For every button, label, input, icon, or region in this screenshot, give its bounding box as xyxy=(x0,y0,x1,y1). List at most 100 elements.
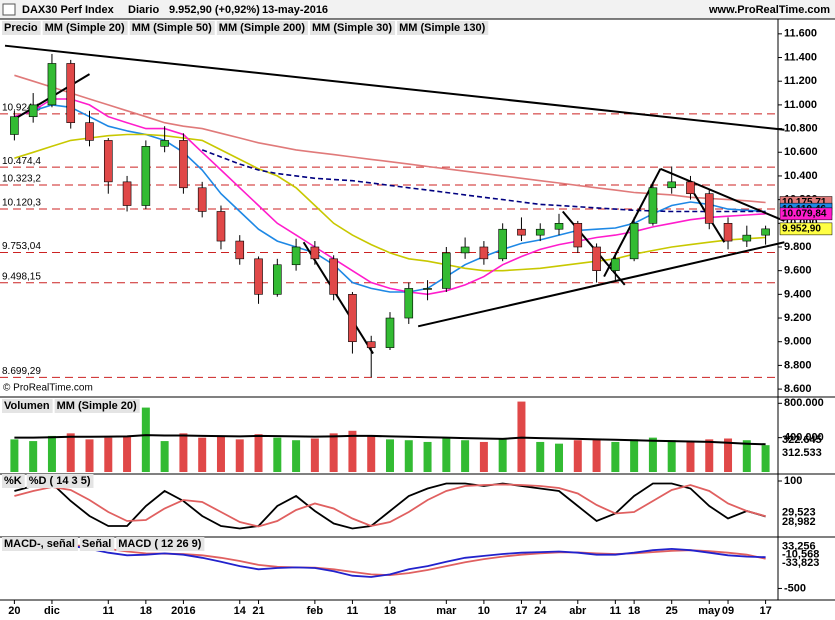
level-label: 10.323,2 xyxy=(2,174,41,185)
legend-label: MACD ( 12 26 9) xyxy=(118,538,201,550)
level-label: 9.753,04 xyxy=(2,241,41,252)
candle-body xyxy=(310,246,320,260)
x-tick-label: 18 xyxy=(140,605,152,617)
x-tick-label: 18 xyxy=(628,605,640,617)
value-label: 33,256 xyxy=(782,540,816,552)
x-tick-label: 24 xyxy=(534,605,547,617)
candle-body xyxy=(160,140,169,147)
copyright: © ProRealTime.com xyxy=(3,383,93,394)
y-tick-label: 400.000 xyxy=(784,432,824,444)
y-tick-label: 9.600 xyxy=(784,265,812,277)
candle-body xyxy=(197,187,207,212)
x-tick-label: 09 xyxy=(722,605,734,617)
volume-bar xyxy=(592,438,601,472)
volume-bar xyxy=(667,440,676,472)
y-tick-label: 100 xyxy=(784,475,802,487)
volume-bar xyxy=(141,407,150,472)
legend-box xyxy=(216,21,308,35)
volume-bar xyxy=(367,435,376,472)
x-tick-label: dic xyxy=(44,605,60,617)
legend-box xyxy=(2,399,53,413)
candle-body xyxy=(629,223,639,260)
volume-bar xyxy=(10,439,19,472)
volume-bar xyxy=(85,439,94,472)
value-label: 28,982 xyxy=(782,516,816,528)
value-label: 312.533 xyxy=(782,447,822,459)
x-tick-label: 21 xyxy=(252,605,264,617)
legend-box xyxy=(42,21,128,35)
volume-bar xyxy=(104,437,113,472)
line-series xyxy=(14,542,766,578)
candle-body xyxy=(254,258,263,295)
x-tick-label: abr xyxy=(569,605,587,617)
legend-box xyxy=(2,474,25,488)
candle-body xyxy=(141,146,151,206)
candle-body xyxy=(704,193,714,224)
volume-bar xyxy=(385,439,394,472)
y-tick-label: 9.200 xyxy=(784,312,812,324)
candle-body xyxy=(479,246,489,260)
candle-body xyxy=(667,181,676,189)
volume-bar xyxy=(611,441,620,472)
legend-label: %D ( 14 3 5) xyxy=(29,475,91,487)
x-tick-label: feb xyxy=(307,605,324,617)
legend-box xyxy=(397,21,489,35)
trendline xyxy=(660,167,785,222)
line-series xyxy=(14,104,766,293)
y-tick-label: 10.800 xyxy=(784,122,818,134)
x-tick-label: 11 xyxy=(610,605,622,617)
candle-body xyxy=(442,252,451,289)
candle-body xyxy=(122,181,132,206)
legend-box xyxy=(116,537,205,551)
y-tick-label: -500 xyxy=(784,582,806,594)
y-tick-label: 8.800 xyxy=(784,359,812,371)
x-tick-label: 11 xyxy=(347,605,359,617)
candle-body xyxy=(179,140,188,189)
candle-body xyxy=(460,246,470,254)
y-tick-label: 9.400 xyxy=(784,288,812,300)
legend-label: MM (Simple 200) xyxy=(219,22,306,34)
volume-bar xyxy=(648,437,657,472)
volume-bar xyxy=(423,441,432,472)
legend-box xyxy=(2,21,41,35)
candle-body xyxy=(648,187,658,224)
volume-bar xyxy=(348,430,357,472)
y-tick-label: 9.800 xyxy=(784,241,812,253)
volume-bar xyxy=(66,433,75,472)
x-tick-label: 18 xyxy=(384,605,396,617)
x-tick-label: 2016 xyxy=(171,605,195,617)
volume-bar xyxy=(254,434,263,472)
volume-bar xyxy=(686,441,695,472)
y-tick-label: 11.200 xyxy=(784,75,817,87)
price-label: 10.175,71 xyxy=(782,197,827,208)
candle-body xyxy=(47,63,57,106)
volume-bar xyxy=(461,440,470,472)
volume-bar xyxy=(555,443,564,472)
candle-body xyxy=(573,223,583,248)
frame xyxy=(0,18,835,601)
candle-body xyxy=(686,181,695,194)
y-tick-label: 9.000 xyxy=(784,336,812,348)
volume-bar xyxy=(160,441,169,472)
date: 13-may-2016 xyxy=(262,4,328,16)
x-tick-label: 25 xyxy=(666,605,678,617)
volume-bar xyxy=(761,445,770,472)
line-series xyxy=(14,98,766,296)
candle-body xyxy=(611,258,620,271)
legend-box xyxy=(54,399,140,413)
volume-bar xyxy=(216,435,225,472)
volume-bar xyxy=(404,440,413,472)
candle-body xyxy=(216,211,226,242)
volume-bar xyxy=(724,438,733,472)
y-tick-label: 11.600 xyxy=(784,28,817,40)
legend-box xyxy=(26,474,94,488)
volume-bar xyxy=(630,439,639,472)
price-label: 9.952,90 xyxy=(782,224,821,235)
volume-bar xyxy=(292,440,301,472)
line-series xyxy=(14,74,766,204)
volume-bar xyxy=(198,437,207,472)
y-tick-label: 11.000 xyxy=(784,99,817,111)
volume-bar xyxy=(705,439,714,472)
volume-bar xyxy=(235,439,244,472)
